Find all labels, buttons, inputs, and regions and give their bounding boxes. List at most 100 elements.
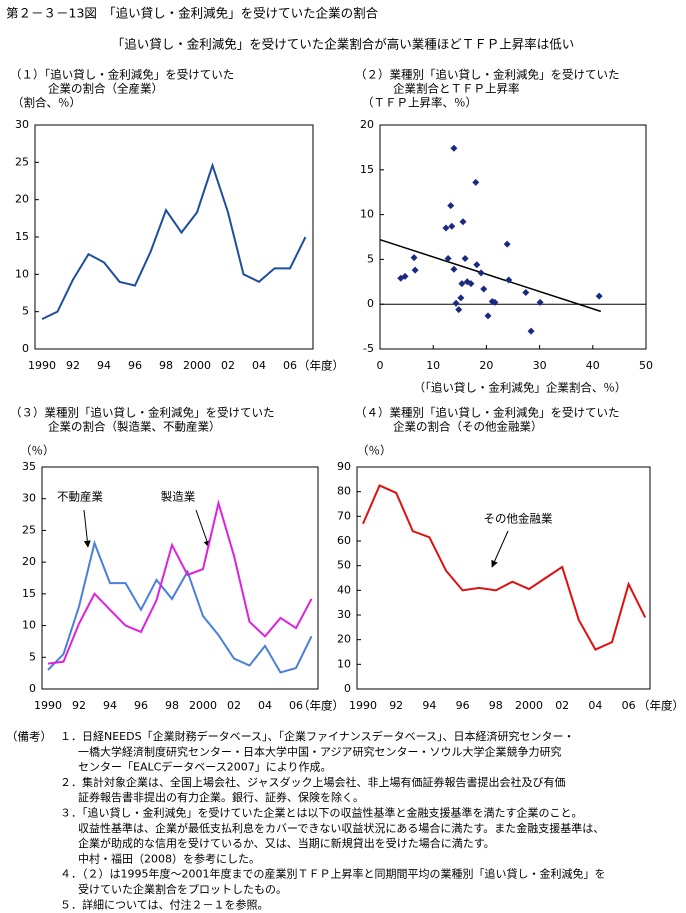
y-tick-label: 0 xyxy=(22,342,29,355)
scatter-point xyxy=(522,289,530,297)
scatter-point xyxy=(477,269,485,277)
x-tick-label: 04 xyxy=(588,699,602,712)
x-tick-label: 02 xyxy=(221,359,235,372)
x-tick-label: 40 xyxy=(586,359,600,372)
x-tick-label: 92 xyxy=(66,359,80,372)
note-text: 収益性基準は、企業が最低支払利息をカバーできない収益状況にある場合に満たす。また… xyxy=(78,821,604,835)
x-tick-label: 94 xyxy=(97,359,111,372)
x-tick-label: 92 xyxy=(389,699,403,712)
trend-line xyxy=(379,238,602,313)
y-axis-label: （％） xyxy=(20,444,55,458)
x-tick-label: 98 xyxy=(489,699,503,712)
x-tick-label: 20 xyxy=(479,359,493,372)
y-tick-label: -5 xyxy=(363,342,374,355)
series-label: 不動産業 xyxy=(57,490,103,504)
note-text: 一橋大学経済制度研究センター・日本大学中国・アジア研究センター・ソウル大学企業競… xyxy=(78,744,562,758)
scatter-point xyxy=(472,178,480,186)
y-tick-label: 10 xyxy=(360,208,374,221)
annotation-arrow xyxy=(491,530,509,568)
series-label: 製造業 xyxy=(161,490,196,504)
y-tick-label: 5 xyxy=(29,650,36,663)
figure-title: 第２－３－13図 「追い貸し・金利減免」を受けていた企業の割合 xyxy=(6,6,379,21)
y-tick-label: 30 xyxy=(15,118,29,131)
chart-title: （４）業種別「追い貸し・金利減免」を受けていた xyxy=(355,406,620,420)
chart-title: （３）業種別「追い貸し・金利減免」を受けていた xyxy=(10,406,275,420)
y-tick-label: 90 xyxy=(337,460,351,473)
x-tick-label: 1990 xyxy=(28,359,56,372)
y-tick-label: 25 xyxy=(15,155,29,168)
plot-frame xyxy=(41,466,319,690)
scatter-point xyxy=(595,292,603,300)
y-tick-label: 70 xyxy=(337,509,351,522)
y-tick-label: 5 xyxy=(367,252,374,265)
note-text: ５．詳細については、付注２－１を参照。 xyxy=(60,897,268,911)
data-line xyxy=(362,484,647,651)
x-tick-label: 94 xyxy=(103,699,117,712)
y-tick-label: 20 xyxy=(15,193,29,206)
note-text: 証券報告書非提出の有力企業。銀行、証券、保険を除く。 xyxy=(78,790,364,804)
x-tick-label: 96 xyxy=(134,699,148,712)
scatter-point xyxy=(505,276,513,284)
scatter-point xyxy=(473,261,481,269)
x-tick-label: 2000 xyxy=(189,699,217,712)
x-tick-label: 96 xyxy=(128,359,142,372)
y-axis-label: （％） xyxy=(357,444,392,458)
scatter-point xyxy=(450,144,458,152)
x-tick-label: 98 xyxy=(159,359,173,372)
y-tick-label: 0 xyxy=(29,682,36,695)
x-tick-label: 1990 xyxy=(349,699,377,712)
chart-title: 企業の割合（製造業、不動産業） xyxy=(48,420,221,434)
scatter-point xyxy=(484,312,492,320)
x-tick-label: 04 xyxy=(252,359,266,372)
x-tick-label: 96 xyxy=(456,699,470,712)
y-tick-label: 35 xyxy=(22,460,36,473)
scatter-point xyxy=(461,255,469,263)
y-tick-label: 20 xyxy=(337,633,351,646)
x-axis-label: （年度） xyxy=(298,699,344,713)
scatter-point xyxy=(447,202,455,210)
y-tick-label: 30 xyxy=(337,608,351,621)
y-tick-label: 40 xyxy=(337,583,351,596)
y-tick-label: 15 xyxy=(22,587,36,600)
scatter-point xyxy=(467,280,475,288)
scatter-point xyxy=(411,266,419,274)
scatter-point xyxy=(448,222,456,230)
x-tick-label: 94 xyxy=(422,699,436,712)
y-tick-label: 80 xyxy=(337,485,351,498)
note-text: 受けていた企業割合をプロットしたもの。 xyxy=(78,882,287,896)
x-tick-label: 0 xyxy=(377,359,384,372)
x-axis-label: （「追い貸し・金利減免」企業割合、％） xyxy=(414,381,627,395)
x-axis-label: （年度） xyxy=(298,359,344,373)
x-tick-label: 92 xyxy=(72,699,86,712)
annotation-arrow xyxy=(195,509,211,548)
y-tick-label: 60 xyxy=(337,534,351,547)
y-axis-label: （割合、％） xyxy=(12,96,81,110)
x-tick-label: 30 xyxy=(533,359,547,372)
note-text: １．日経NEEDS「企業財務データベース」、「企業ファイナンスデータベース」、日… xyxy=(60,729,575,743)
y-tick-label: 10 xyxy=(22,619,36,632)
x-tick-label: 2000 xyxy=(515,699,543,712)
scatter-point xyxy=(491,298,499,306)
figure-subtitle: 「追い貸し・金利減免」を受けていた企業割合が高い業種ほどＴＦＰ上昇率は低い xyxy=(112,37,575,52)
note-text: ４．（２）は1995年度～2001年度までの産業別ＴＦＰ上昇率と同期間平均の業種… xyxy=(60,867,606,881)
notes-label: （備考） xyxy=(6,730,52,744)
x-tick-label: 06 xyxy=(289,699,303,712)
annotation-arrow xyxy=(83,509,91,548)
y-tick-label: 0 xyxy=(367,297,374,310)
y-tick-label: 25 xyxy=(22,523,36,536)
scatter-point xyxy=(457,294,465,302)
x-tick-label: 98 xyxy=(165,699,179,712)
y-tick-label: 20 xyxy=(22,555,36,568)
data-line xyxy=(47,499,313,665)
y-tick-label: 15 xyxy=(360,163,374,176)
y-tick-label: 30 xyxy=(22,492,36,505)
scatter-point xyxy=(455,306,463,314)
y-tick-label: 10 xyxy=(15,267,29,280)
y-tick-label: 15 xyxy=(15,230,29,243)
scatter-point xyxy=(444,255,452,263)
x-tick-label: 02 xyxy=(555,699,569,712)
x-tick-label: 50 xyxy=(639,359,653,372)
chart-title: （２）業種別「追い貸し・金利減免」を受けていた xyxy=(355,68,620,82)
note-text: ３．「追い貸し・金利減免」を受けていた企業とは以下の収益性基準と金融支援基準を満… xyxy=(60,806,583,820)
